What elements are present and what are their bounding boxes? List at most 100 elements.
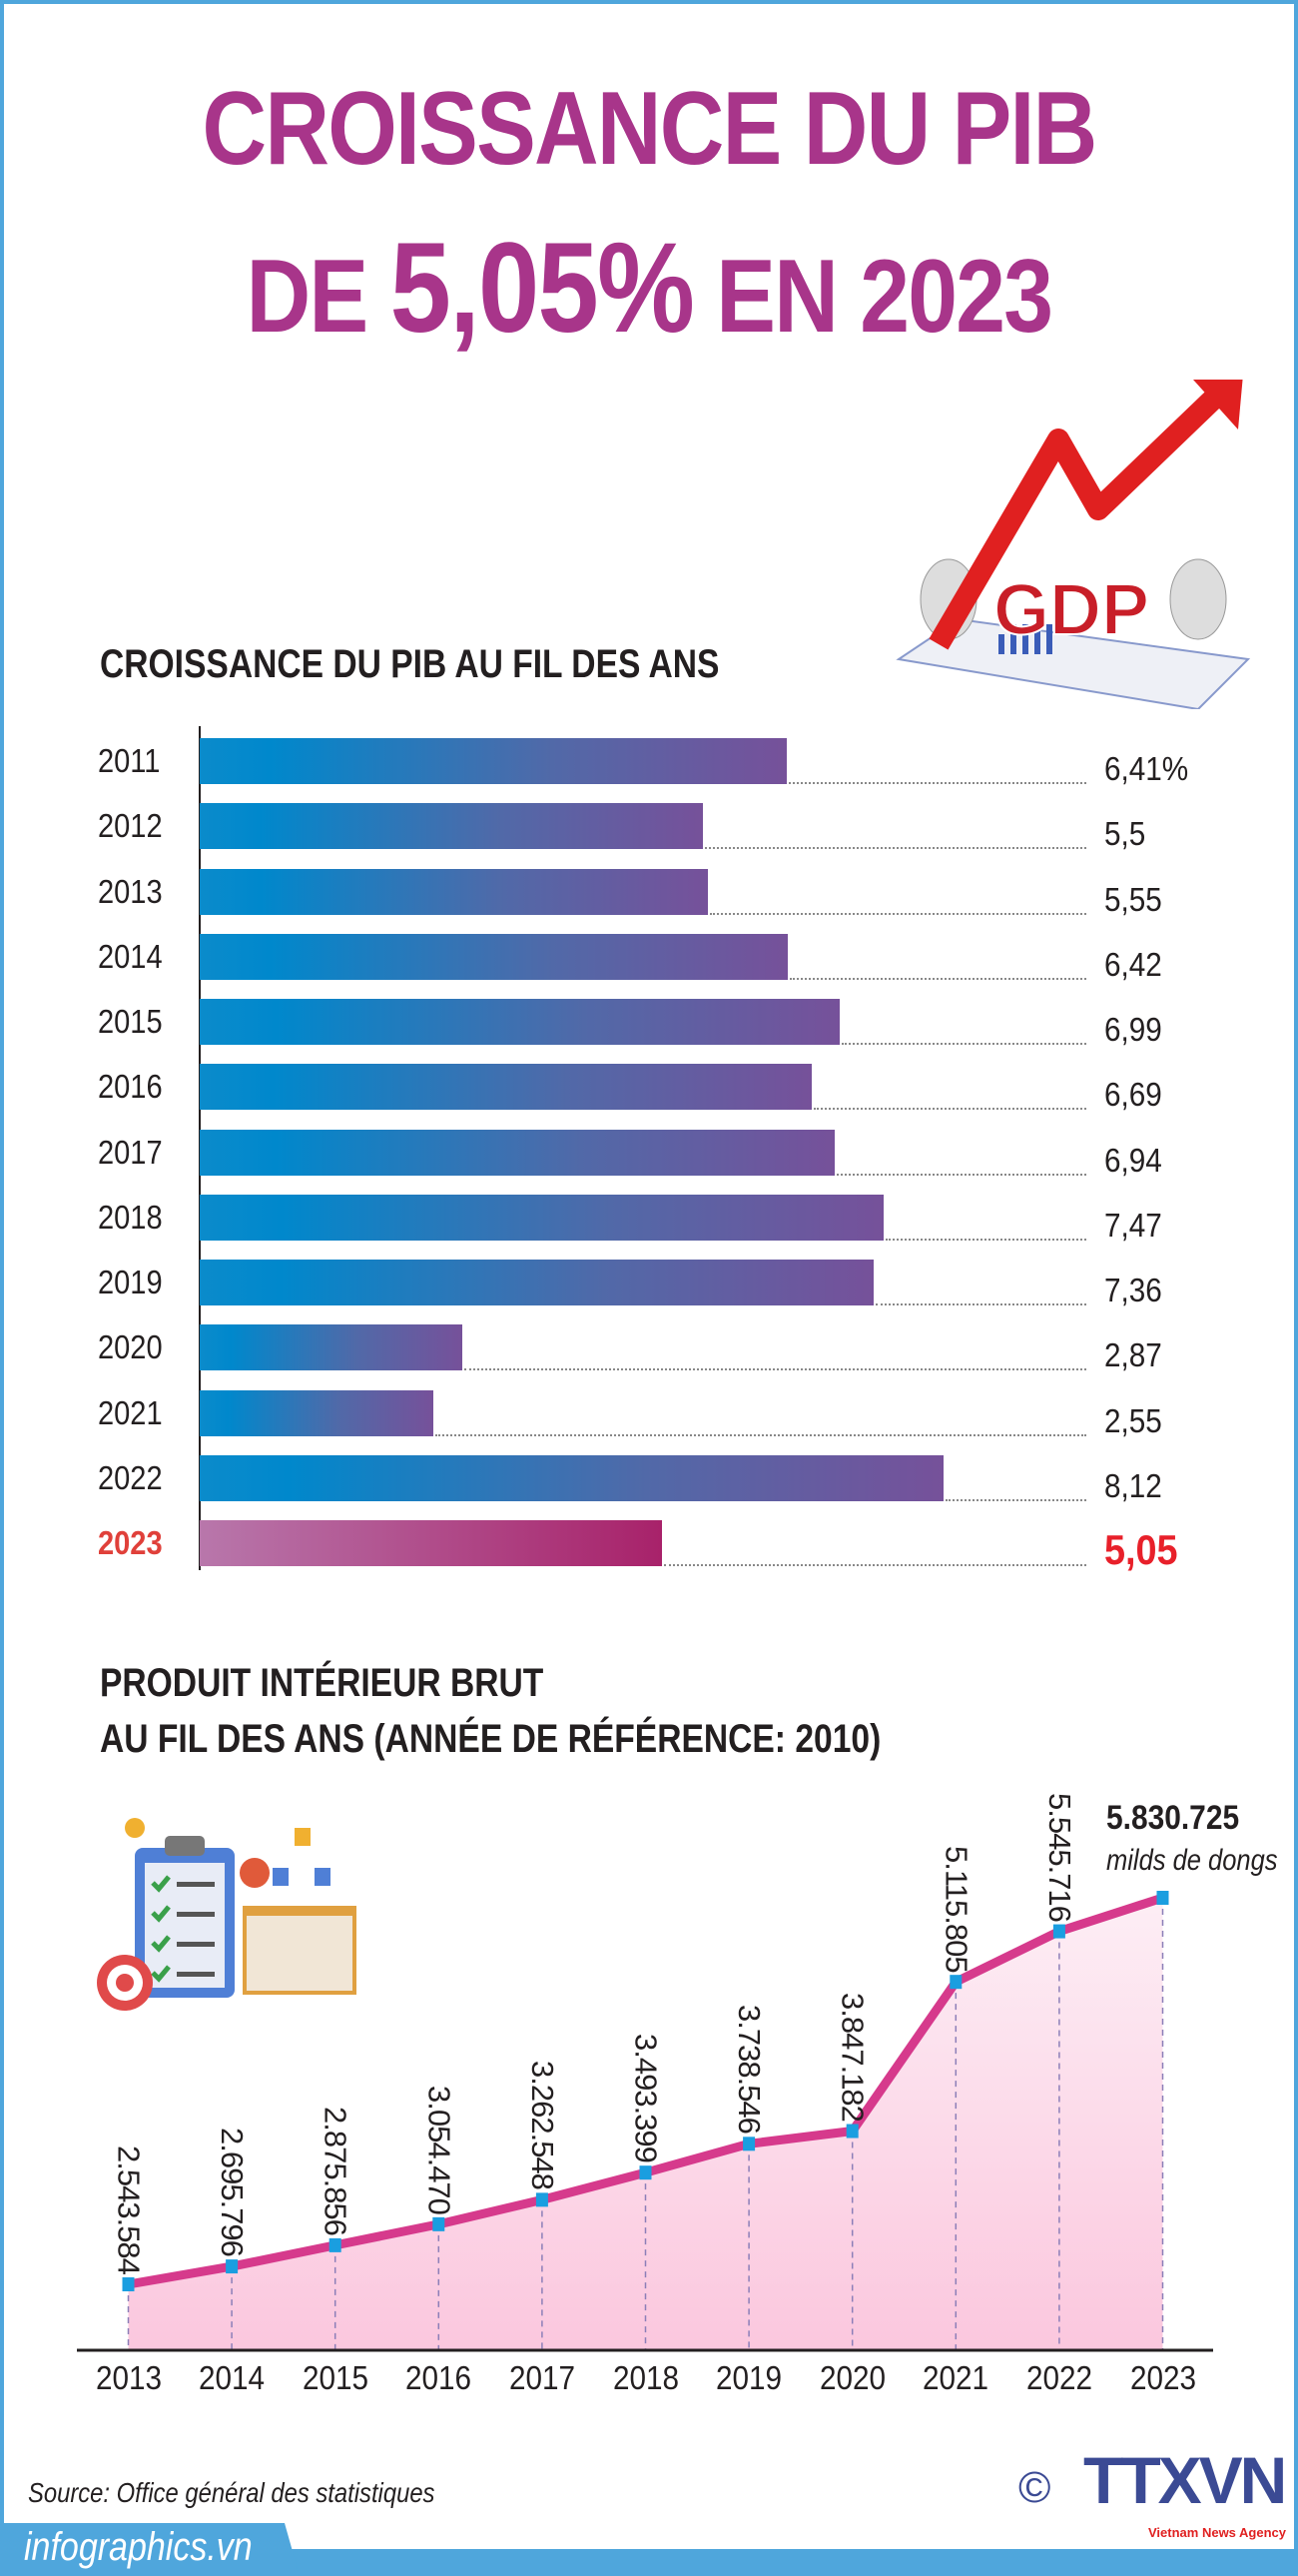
bar-2017: [200, 1129, 836, 1176]
bar-value-label: 7,36: [1104, 1272, 1162, 1308]
page-title-line2: DE 5,05% EN 2023: [91, 215, 1207, 362]
leader-line: [705, 847, 1086, 850]
leader-line: [789, 977, 1086, 980]
paper-roll-right: [1169, 558, 1227, 640]
data-value-label: 3.493.399: [628, 2034, 664, 2163]
bar-2023: [200, 1520, 663, 1566]
bar-value-label: 2,55: [1104, 1401, 1162, 1439]
data-value-label: 3.847.182: [835, 1992, 871, 2122]
copyright-icon: ©: [1018, 2463, 1051, 2512]
x-tick-label: 2017: [508, 2359, 575, 2396]
data-point-2015: [328, 2237, 341, 2252]
bar-year-label: 2015: [98, 1003, 163, 1040]
data-value-label: 5.115.805: [939, 1845, 974, 1973]
bar-value-label: 6,94: [1104, 1141, 1162, 1179]
bar-2013: [200, 868, 708, 915]
data-point-2023: [1156, 1891, 1169, 1905]
bar-year-label: 2012: [98, 807, 163, 845]
bar-2018: [200, 1194, 884, 1241]
bar-year-label: 2022: [98, 1458, 163, 1496]
bar-value-label: 6,99: [1104, 1011, 1162, 1048]
leader-line: [664, 1564, 1086, 1566]
data-point-2019: [743, 2137, 756, 2151]
data-value-label: 3.054.470: [421, 2085, 457, 2214]
x-tick-label: 2020: [819, 2359, 886, 2396]
x-tick-label: 2021: [923, 2359, 989, 2396]
ttxvn-logo: TTXVN: [1083, 2443, 1287, 2517]
bar-year-label: 2017: [98, 1133, 163, 1171]
bar-value-label: 5,5: [1104, 815, 1146, 853]
data-point-2018: [639, 2165, 652, 2180]
leader-line: [464, 1368, 1086, 1371]
leader-line: [945, 1498, 1086, 1501]
line-chart-title-line1: PRODUIT INTÉRIEUR BRUT: [100, 1661, 544, 1705]
org-chart-icon: [295, 1828, 311, 1846]
bar-2020: [200, 1324, 463, 1371]
x-tick-label: 2015: [302, 2359, 368, 2396]
bar-value-label: 8,12: [1104, 1466, 1162, 1504]
data-point-2021: [950, 1975, 963, 1990]
data-value-label: 2.695.796: [215, 2128, 251, 2257]
page-title-line1: CROISSANCE DU PIB: [202, 71, 1097, 187]
bar-year-label: 2020: [98, 1328, 163, 1366]
title-prefix: DE: [246, 239, 390, 355]
bar-value-label: 6,41%: [1104, 750, 1189, 787]
arrow-up-icon: [929, 382, 1231, 650]
bar-year-label: 2011: [98, 742, 161, 779]
leader-line: [709, 912, 1086, 915]
leader-line: [837, 1173, 1086, 1176]
agency-tagline: Vietnam News Agency: [1148, 2525, 1286, 2540]
data-point-2022: [1052, 1924, 1065, 1939]
x-tick-label: 2018: [612, 2359, 679, 2396]
last-value-label: 5.830.725: [1106, 1799, 1240, 1837]
x-tick-label: 2022: [1025, 2359, 1092, 2396]
bar-2014: [200, 933, 788, 980]
bar-year-label: 2014: [98, 937, 163, 975]
lightbulb-icon: [125, 1818, 145, 1838]
leader-line: [875, 1303, 1086, 1305]
site-link[interactable]: infographics.vn: [24, 2525, 253, 2569]
bar-2015: [200, 999, 840, 1045]
leader-line: [788, 782, 1086, 784]
x-tick-label: 2014: [199, 2359, 266, 2396]
bar-year-label: 2013: [98, 872, 163, 910]
bar-value-label: 2,87: [1104, 1336, 1162, 1374]
source-text: Source: Office général des statistiques: [28, 2477, 435, 2508]
bar-2011: [200, 738, 787, 784]
x-tick-label: 2016: [405, 2359, 472, 2396]
bar-value-label: 5,55: [1104, 880, 1162, 918]
bar-value-label: 7,47: [1104, 1206, 1162, 1244]
leader-line: [434, 1433, 1086, 1436]
data-point-2013: [122, 2277, 135, 2291]
bar-year-label: 2023: [98, 1524, 163, 1561]
x-tick-label: 2019: [716, 2359, 783, 2396]
gear-icon: [240, 1858, 270, 1888]
unit-label: milds de dongs: [1106, 1844, 1278, 1877]
bar-2016: [200, 1064, 813, 1111]
leader-line: [841, 1043, 1086, 1045]
gdp-logo-text: GDP: [993, 570, 1149, 650]
bar-year-label: 2016: [98, 1068, 163, 1106]
data-value-label: 3.738.546: [732, 2005, 768, 2135]
data-value-label: 2.875.856: [318, 2106, 353, 2235]
bar-2019: [200, 1260, 874, 1305]
bar-year-label: 2019: [98, 1264, 163, 1300]
bar-chart-title: CROISSANCE DU PIB AU FIL DES ANS: [100, 642, 720, 686]
arrow-head: [1193, 380, 1243, 429]
title-growth-value: 5,05%: [389, 217, 695, 360]
x-tick-label: 2013: [95, 2359, 162, 2396]
site-tab: [0, 2523, 300, 2576]
gdp-illustration: GDP: [896, 380, 1251, 709]
leader-line: [814, 1108, 1086, 1111]
bar-value-label: 6,69: [1104, 1076, 1162, 1114]
data-point-2014: [226, 2259, 239, 2274]
bar-2012: [200, 803, 704, 850]
mini-bars: [998, 624, 1052, 654]
data-value-label: 5.545.716: [1041, 1792, 1077, 1922]
title-suffix: EN 2023: [693, 239, 1053, 355]
data-point-2017: [535, 2192, 548, 2207]
data-point-2020: [846, 2124, 859, 2139]
leader-line: [885, 1238, 1086, 1241]
data-value-label: 3.262.548: [524, 2061, 560, 2190]
